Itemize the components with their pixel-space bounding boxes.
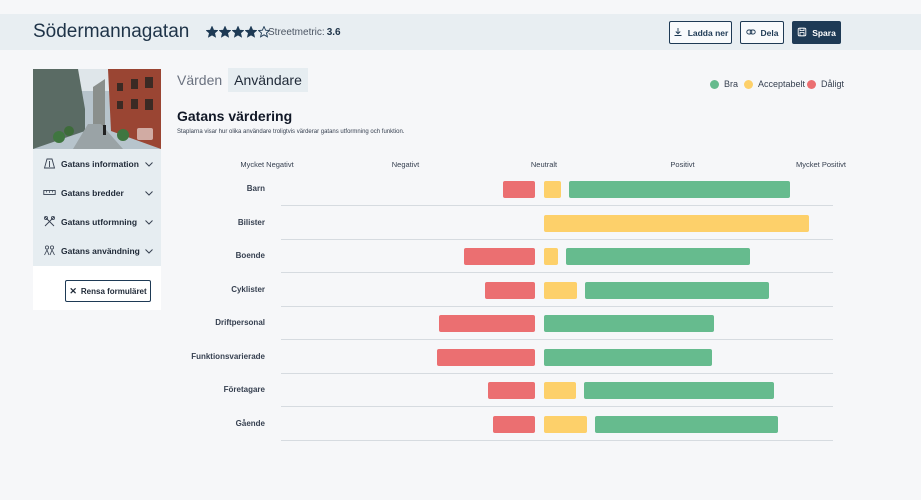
scale-label: Mycket Negativt	[240, 160, 294, 169]
sidebar-item-label: Gatans utformning	[61, 216, 138, 227]
row-divider	[281, 272, 833, 273]
download-button[interactable]: Ladda ner	[669, 21, 732, 44]
bar-bra	[565, 248, 751, 265]
legend-item-acceptabelt: Acceptabelt	[744, 79, 805, 89]
bar-daligt	[485, 281, 535, 299]
bar-bra	[544, 348, 712, 366]
category-label: Företagare	[223, 385, 265, 394]
star-filled-icon	[245, 26, 257, 38]
page-header: Södermannagatan Streetmetric: 3.6 Ladda n…	[0, 14, 921, 50]
legend-label: Dåligt	[821, 79, 845, 89]
legend-item-bra: Bra	[710, 79, 738, 89]
bar-daligt	[487, 382, 535, 399]
legend-dot	[807, 79, 816, 89]
row-divider	[281, 238, 833, 240]
chevron-down-icon	[144, 188, 154, 198]
sidebar-item-gatans-bredder[interactable]: Gatans bredder	[33, 178, 161, 207]
street-photo	[33, 69, 161, 149]
scale-label: Neutralt	[530, 160, 558, 169]
reset-form-button[interactable]: ✕ Rensa formuläret	[65, 280, 151, 302]
category-label: Barn	[246, 184, 265, 193]
chevron-down-icon	[144, 159, 154, 169]
bar-acceptabelt	[544, 214, 809, 232]
category-label: Boende	[235, 251, 265, 260]
legend-dot	[744, 79, 753, 89]
sidebar-item-label: Gatans bredder	[61, 187, 124, 198]
star-filled-icon	[232, 26, 244, 38]
save-button[interactable]: Spara	[792, 21, 841, 44]
bar-daligt	[439, 315, 535, 332]
row-divider	[281, 205, 833, 206]
category-label: Cyklister	[231, 284, 265, 294]
row-divider	[281, 406, 833, 407]
category-label: Gående	[235, 418, 265, 428]
bar-daligt	[436, 348, 535, 366]
row-divider	[281, 305, 833, 307]
legend-item-daligt: Dåligt	[807, 79, 844, 89]
row-divider	[281, 439, 833, 441]
link-icon	[745, 27, 756, 39]
streetmetric-label: Streetmetric:	[268, 27, 325, 38]
scale-label: Positivt	[670, 160, 695, 169]
chevron-down-icon	[144, 246, 154, 256]
people-icon	[43, 244, 56, 257]
save-label: Spara	[812, 27, 836, 38]
chevron-down-icon	[144, 217, 154, 227]
download-icon	[673, 27, 683, 39]
section-description: Staplarna visar hur olika användare trol…	[177, 129, 405, 135]
legend-label: Bra	[724, 79, 739, 89]
star-filled-icon	[206, 26, 218, 38]
sidebar-item-label: Gatans användning	[61, 245, 140, 256]
scale-label: Mycket Positivt	[795, 160, 847, 169]
legend-label: Acceptabelt	[758, 79, 806, 89]
sidebar-item-gatans-anvandning[interactable]: Gatans användning	[33, 236, 161, 265]
bar-acceptabelt	[544, 281, 578, 299]
category-label: Bilister	[237, 217, 265, 227]
legend-dot	[710, 79, 719, 89]
bar-daligt	[493, 415, 535, 433]
bar-bra	[594, 415, 778, 433]
save-icon	[797, 27, 807, 39]
download-label: Ladda ner	[687, 27, 729, 38]
tools-icon	[43, 215, 56, 228]
share-button[interactable]: Dela	[740, 21, 784, 44]
tab-anvandare[interactable]: Användare	[228, 68, 308, 92]
ruler-icon	[43, 186, 56, 199]
bar-acceptabelt	[544, 248, 558, 265]
scale-label: Negativt	[391, 160, 420, 169]
bar-acceptabelt	[544, 181, 561, 198]
road-sign-icon	[43, 157, 56, 170]
streetmetric: Streetmetric: 3.6	[268, 27, 341, 38]
sidebar-footer: ✕ Rensa formuläret	[33, 266, 161, 310]
row-divider	[281, 339, 833, 340]
bar-bra	[544, 315, 715, 332]
sidebar-accordion: Gatans information Gatans bredder Gatans…	[33, 149, 161, 266]
bar-acceptabelt	[544, 415, 587, 433]
bar-daligt	[503, 181, 535, 198]
bar-bra	[568, 181, 791, 198]
streetmetric-value: 3.6	[326, 27, 341, 38]
bar-daligt	[464, 248, 535, 265]
page-title: Södermannagatan	[33, 21, 190, 42]
sidebar-item-gatans-information[interactable]: Gatans information	[33, 149, 161, 178]
star-filled-icon	[219, 26, 231, 38]
section-title: Gatans värdering	[177, 108, 293, 124]
star-empty-icon	[258, 26, 270, 38]
bar-bra	[583, 382, 774, 399]
tab-varden[interactable]: Värden	[177, 72, 223, 88]
rating-stars	[206, 26, 270, 38]
bar-acceptabelt	[544, 382, 576, 399]
category-label: Funktionsvarierade	[191, 351, 265, 361]
reset-form-label: Rensa formuläret	[80, 286, 147, 296]
category-label: Driftpersonal	[215, 318, 265, 327]
row-divider	[281, 372, 833, 374]
bar-bra	[585, 281, 770, 299]
close-icon: ✕	[69, 285, 77, 296]
sidebar-item-gatans-utformning[interactable]: Gatans utformning	[33, 207, 161, 236]
share-label: Dela	[760, 27, 779, 38]
sidebar-item-label: Gatans information	[61, 158, 139, 169]
